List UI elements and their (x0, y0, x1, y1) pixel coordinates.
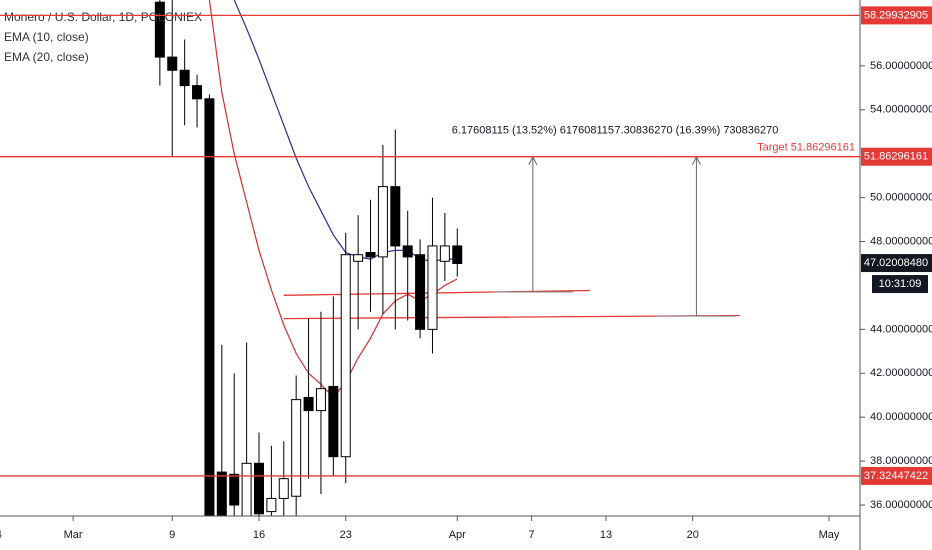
candle-body (154, 1, 165, 58)
x-tick-label: May (819, 529, 840, 541)
x-tick-label: 7 (529, 529, 535, 541)
x-tick-label: Apr (449, 529, 466, 541)
candle-body (365, 252, 376, 258)
y-tick-label: 36.00000000 (870, 499, 932, 511)
candle-body (204, 98, 215, 516)
y-tick-label: 38.00000000 (870, 455, 932, 467)
candle-body (229, 473, 240, 506)
x-tick-label: 13 (600, 529, 612, 541)
x-tick-label: 9 (169, 529, 175, 541)
y-tick-label: 50.00000000 (870, 192, 932, 204)
x-tick-label: 4 (0, 529, 2, 541)
candle-body (452, 245, 463, 264)
x-tick-label: 23 (340, 529, 352, 541)
candle-body (390, 186, 401, 247)
price-label: 51.86296161 (864, 151, 928, 163)
candle-body (253, 462, 264, 515)
candle-body (216, 471, 227, 516)
candle-body (402, 245, 413, 258)
y-tick-label: 42.00000000 (870, 367, 932, 379)
candle-body (353, 254, 364, 262)
candle-body (278, 478, 289, 499)
x-tick-label: 16 (253, 529, 265, 541)
price-label-bg (861, 466, 932, 485)
chart-title: Monero / U.S. Dollar, 1D, POLONIEX (4, 10, 202, 24)
candle-body (303, 396, 314, 412)
price-label: 37.32447422 (864, 470, 928, 482)
price-label: 58.29932905 (864, 9, 928, 21)
y-tick-label: 56.00000000 (870, 60, 932, 72)
candle-body (340, 254, 351, 458)
target-label: Target 51.86296161 (757, 142, 855, 154)
x-tick-label: Mar (64, 529, 83, 541)
candle-body (315, 388, 326, 412)
countdown-bg (872, 275, 928, 294)
legend-entry: EMA (10, close) (4, 30, 89, 44)
x-tick-label: 20 (687, 529, 699, 541)
candle-body (266, 497, 277, 513)
price-label-bg (861, 147, 932, 166)
y-tick-label: 44.00000000 (870, 323, 932, 335)
y-tick-label: 40.00000000 (870, 411, 932, 423)
measure-label: 7.30836270 (16.39%) 730836270 (614, 125, 778, 137)
y-tick-label: 48.00000000 (870, 235, 932, 247)
candle-body (291, 399, 302, 497)
candle-body (427, 245, 438, 330)
candle-body (241, 462, 252, 516)
candle-body (192, 85, 203, 100)
last-price-label: 47.02008480 (864, 257, 928, 269)
y-tick-label: 54.00000000 (870, 104, 932, 116)
candle-body (167, 56, 178, 71)
countdown: 10:31:09 (879, 278, 922, 290)
legend-entry: EMA (20, close) (4, 50, 89, 64)
candle-body (377, 186, 388, 258)
price-label-bg (861, 6, 932, 25)
measure-label: 6.17608115 (13.52%) 617608115 (452, 125, 614, 137)
candle-body (439, 245, 450, 262)
candle-body (328, 385, 339, 458)
candle-body (179, 69, 190, 87)
last-price-bg (861, 254, 932, 273)
candle-body (415, 254, 426, 330)
plot-area (154, 0, 740, 516)
